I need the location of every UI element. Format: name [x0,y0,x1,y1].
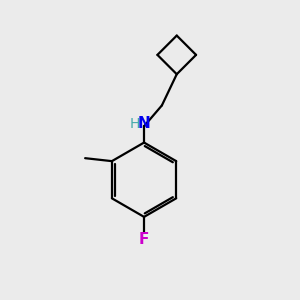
Text: F: F [139,232,149,247]
Text: H: H [129,117,140,131]
Text: N: N [138,116,150,131]
